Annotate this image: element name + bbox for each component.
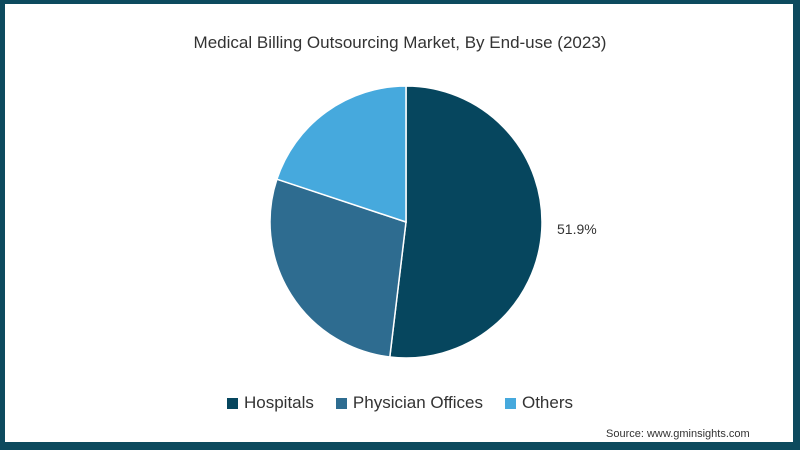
- legend-swatch-icon: [504, 397, 516, 409]
- legend-label: Physician Offices: [352, 393, 483, 412]
- legend: Hospitals Physician Offices Others: [0, 393, 800, 413]
- source-text: Source: www.gminsights.com: [606, 428, 750, 440]
- pie-slice-others: [275, 85, 407, 224]
- legend-label: Hospitals: [243, 393, 314, 412]
- legend-item-hospitals: Hospitals: [226, 393, 314, 413]
- pie-slice-physician-offices: [269, 178, 407, 358]
- hospitals-data-label: 51.9%: [557, 221, 597, 237]
- legend-swatch-icon: [226, 397, 238, 409]
- legend-label: Others: [521, 393, 574, 412]
- pie-slice-hospitals: [388, 85, 543, 359]
- legend-item-others: Others: [504, 393, 574, 413]
- chart-title: Medical Billing Outsourcing Market, By E…: [193, 33, 607, 52]
- pie-slices: [269, 85, 543, 359]
- legend-swatch-icon: [335, 397, 347, 409]
- legend-item-physician-offices: Physician Offices: [335, 393, 483, 413]
